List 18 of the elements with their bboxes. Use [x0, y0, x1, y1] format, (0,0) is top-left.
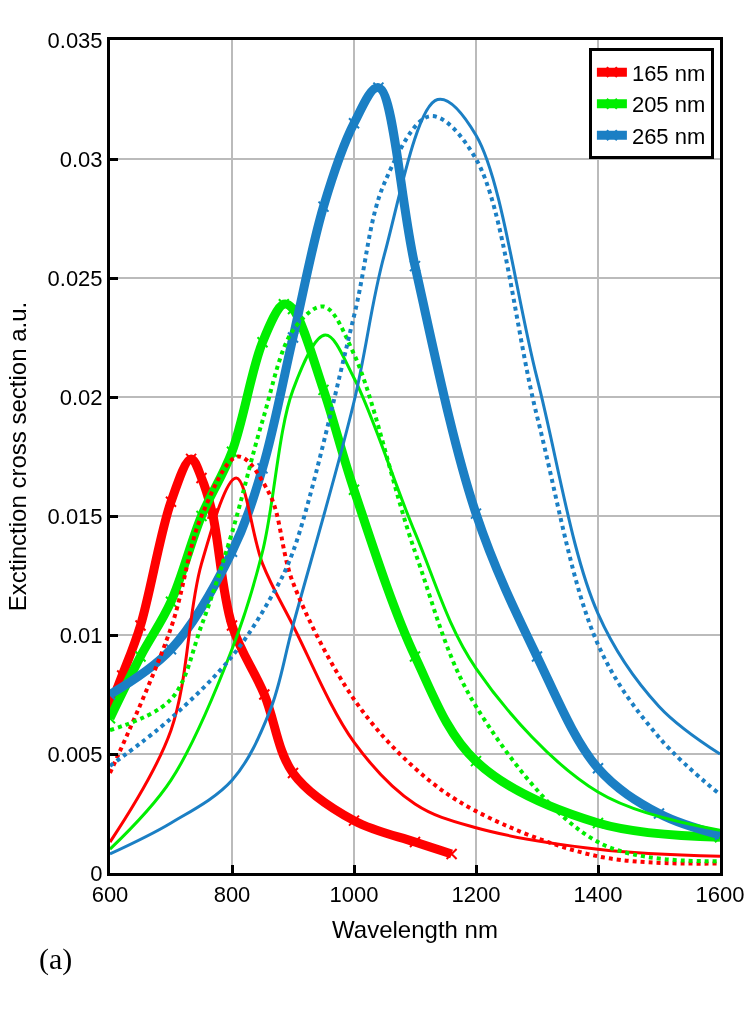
- y-tick-label: 0.025: [47, 265, 103, 291]
- text: (a): [39, 942, 73, 976]
- x-tick-label: 1200: [451, 882, 501, 908]
- y-tick-label: 0.035: [47, 27, 103, 53]
- legend-label: 265 nm: [631, 123, 706, 149]
- y-tick-label: 0.02: [59, 384, 103, 410]
- y-axis-title: Exctinction cross section a.u.: [3, 301, 31, 612]
- legend-label: 205 nm: [631, 92, 706, 118]
- y-tick-label: 0.01: [59, 622, 103, 648]
- y-tick-label: 0.005: [47, 741, 103, 767]
- x-tick-label: 800: [213, 882, 251, 908]
- x-tick-label: 1600: [695, 882, 745, 908]
- y-tick-label: 0.03: [59, 146, 103, 172]
- x-tick-label: 1000: [329, 882, 379, 908]
- x-axis-title: Wavelength nm: [332, 915, 498, 943]
- legend-label: 165 nm: [631, 60, 706, 86]
- x-tick-label: 1400: [573, 882, 623, 908]
- y-tick-label: 0.015: [47, 503, 103, 529]
